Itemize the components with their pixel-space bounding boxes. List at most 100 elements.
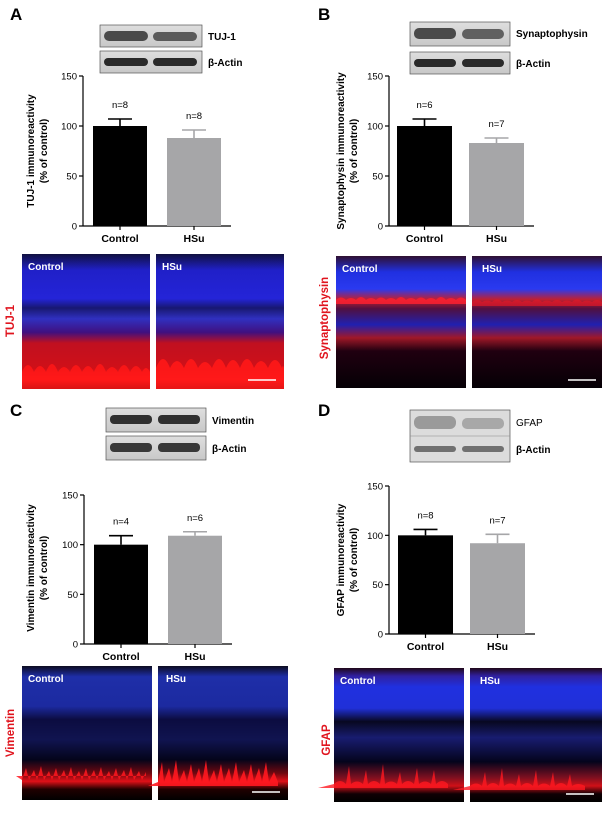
panel-a: A TUJ-1 β-Actin 0 50 100 150 n=8 Control n=8 HS… <box>5 5 284 389</box>
tuj-1-bar-control <box>93 126 147 226</box>
gfap-bar-hsu <box>470 543 525 634</box>
tuj-1-n-label: n=8 <box>186 111 202 122</box>
tuj1-stain-label: TUJ-1 <box>5 304 17 337</box>
tuj-1-n-label: n=8 <box>112 100 128 111</box>
vimentin-stain-label: Vimentin <box>5 709 17 757</box>
gfap-blot-label: GFAP <box>516 418 543 429</box>
synaptophysin-image-control-label: Control <box>342 264 378 275</box>
gfap-ytick-label: 50 <box>372 580 383 591</box>
vimentin-image-hsu <box>148 666 288 800</box>
synaptophysin-ytick-label: 100 <box>367 122 383 133</box>
vimentin-category-label: HSu <box>185 651 206 663</box>
synaptophysin-blot-label: Synaptophysin <box>516 29 588 40</box>
synaptophysin-bar-chart: 0 50 100 150 n=6 Control n=7 HSu <box>367 72 534 245</box>
tuj1-image-control <box>22 254 150 389</box>
tuj1-band-hsu <box>153 32 197 41</box>
vimentin-category-label: Control <box>102 651 139 663</box>
gfap-stain-label: GFAP <box>321 724 333 756</box>
vimentin-band-control <box>110 415 152 424</box>
synaptophysin-n-label: n=6 <box>416 100 432 111</box>
actin-band-hsu-b <box>462 59 504 67</box>
gfap-bar-control <box>398 535 453 634</box>
synaptophysin-ytick-label: 50 <box>372 172 383 183</box>
tuj-1-category-label: Control <box>101 233 138 245</box>
vimentin-bar-control <box>94 544 148 644</box>
synaptophysin-ytick-label: 0 <box>378 222 383 233</box>
gfap-ytick-label: 100 <box>367 531 383 542</box>
tuj-1-ytick-label: 50 <box>66 172 77 183</box>
panel-c-letter: C <box>10 401 22 420</box>
tuj-1-category-label: HSu <box>184 233 205 245</box>
vimentin-ytick-label: 0 <box>73 640 78 651</box>
vimentin-image-control-label: Control <box>28 674 64 685</box>
gfap-band-control <box>414 416 456 429</box>
gfap-ytick-label: 0 <box>378 630 383 641</box>
vimentin-ytick-label: 150 <box>62 491 78 502</box>
tuj1-image-control-label: Control <box>28 262 64 273</box>
synaptophysin-image-control <box>336 256 466 388</box>
tuj1-blot <box>99 24 203 48</box>
tuj1-bar-chart: 0 50 100 150 n=8 Control n=8 HSu <box>61 72 231 245</box>
gfap-bar-chart: 0 50 100 150 n=8 Control n=7 HSu <box>367 482 535 653</box>
actin-band-hsu-c <box>158 443 200 452</box>
actin-blot-label-b: β-Actin <box>516 59 550 70</box>
tuj-1-bar-hsu <box>167 138 221 226</box>
vimentin-image-control <box>16 666 152 800</box>
synaptophysin-stain-label: Synaptophysin <box>319 277 331 359</box>
gfap-band-hsu <box>462 418 504 429</box>
vimentin-bar-chart: 0 50 100 150 n=4 Control n=6 HSu <box>62 491 232 663</box>
synaptophysin-bar-hsu <box>469 143 524 226</box>
actin-band-control-b <box>414 59 456 67</box>
synaptophysin-n-label: n=7 <box>488 119 504 130</box>
tuj1-blot-label: TUJ-1 <box>208 32 236 43</box>
actin-band-control-c <box>110 443 152 452</box>
tuj-1-ytick-label: 150 <box>61 72 77 83</box>
gfap-n-label: n=7 <box>489 515 505 526</box>
gfap-image-hsu-label: HSu <box>480 676 500 687</box>
tuj1-band-control <box>104 31 148 41</box>
gfap-image-hsu <box>453 668 602 802</box>
gfap-category-label: Control <box>407 641 444 653</box>
gfap-image-control <box>318 668 464 802</box>
tuj1-image-hsu-label: HSu <box>162 262 182 273</box>
tuj1-ylabel-unit: (% of control) <box>39 119 50 183</box>
tuj1-image-hsu <box>156 254 284 389</box>
actin-blot-label-a: β-Actin <box>208 58 242 69</box>
vimentin-ylabel: Vimentin immunoreactivity <box>26 504 37 632</box>
vimentin-band-hsu <box>158 415 200 424</box>
actin-band-control-a <box>104 58 148 66</box>
synaptophysin-category-label: HSu <box>486 233 507 245</box>
vimentin-ytick-label: 50 <box>67 590 78 601</box>
panel-a-letter: A <box>10 5 22 24</box>
synaptophysin-ylabel-unit: (% of control) <box>349 119 360 183</box>
panel-d-letter: D <box>318 401 330 420</box>
synaptophysin-band-control <box>414 28 456 39</box>
actin-blot-label-c: β-Actin <box>212 444 246 455</box>
synaptophysin-band-hsu <box>462 29 504 39</box>
synaptophysin-bar-control <box>397 126 452 226</box>
synaptophysin-image-hsu-label: HSu <box>482 264 502 275</box>
synaptophysin-image-hsu <box>472 256 602 388</box>
gfap-ytick-label: 150 <box>367 482 383 493</box>
gfap-ylabel-unit: (% of control) <box>349 528 360 592</box>
vimentin-ytick-label: 100 <box>62 540 78 551</box>
synaptophysin-category-label: Control <box>406 233 443 245</box>
actin-band-control-d <box>414 446 456 452</box>
panel-d: D GFAP β-Actin 0 50 100 150 n=8 Control n=7 HSu… <box>318 401 602 802</box>
actin-band-hsu-d <box>462 446 504 452</box>
gfap-image-control-label: Control <box>340 676 376 687</box>
tuj-1-ytick-label: 100 <box>61 122 77 133</box>
gfap-ylabel: GFAP immunoreactivity <box>336 503 347 616</box>
actin-blot-a <box>99 50 203 74</box>
vimentin-bar-hsu <box>168 535 222 644</box>
gfap-category-label: HSu <box>487 641 508 653</box>
actin-blot-label-d: β-Actin <box>516 445 550 456</box>
panel-b-letter: B <box>318 5 330 24</box>
vimentin-n-label: n=4 <box>113 517 129 528</box>
tuj-1-ytick-label: 0 <box>72 222 77 233</box>
vimentin-blot-label: Vimentin <box>212 416 254 427</box>
tuj1-ylabel: TUJ-1 immunoreactivity <box>26 94 37 208</box>
gfap-n-label: n=8 <box>417 510 433 521</box>
actin-blot-b <box>409 51 511 75</box>
panel-b: B Synaptophysin β-Actin 0 50 100 150 n=6 Cont… <box>318 5 602 388</box>
